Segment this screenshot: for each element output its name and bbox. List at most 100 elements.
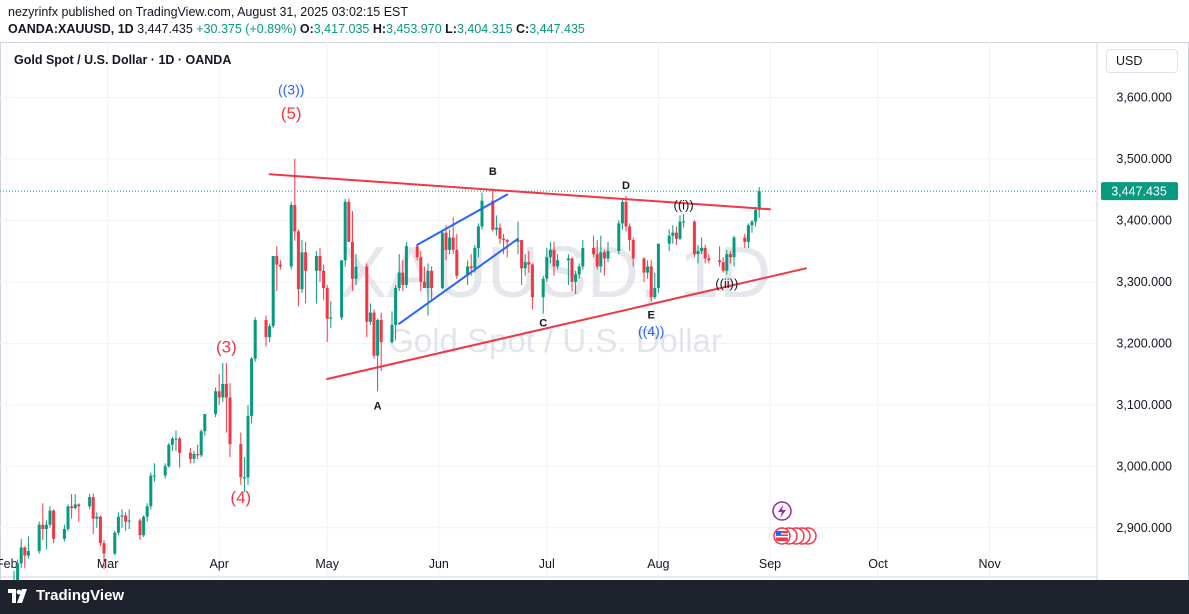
candle [728, 251, 732, 264]
candle [523, 254, 527, 276]
candle [541, 275, 545, 314]
candle [422, 266, 426, 288]
candle [340, 260, 344, 320]
candle [242, 457, 246, 493]
chart-legend-title[interactable]: Gold Spot / U.S. Dollar · 1D · OANDA [14, 53, 232, 67]
candle [552, 241, 556, 276]
trendline-upper-triangle[interactable] [268, 173, 771, 211]
time-axis[interactable]: Feb Mar Apr May Jun Jul Aug Sep Oct Nov [0, 557, 1001, 571]
candle [379, 312, 383, 371]
candle [656, 243, 660, 293]
us-flag-event-icons[interactable] [773, 527, 817, 545]
candle [62, 524, 66, 542]
candle [696, 244, 700, 264]
candle [404, 241, 408, 288]
candle [721, 257, 725, 273]
low-label: L: [445, 22, 457, 36]
time-tick-label: Aug [647, 557, 669, 571]
event-icons[interactable] [772, 501, 817, 545]
candle [343, 198, 347, 267]
price-tick-label: 3,300.000 [1116, 275, 1172, 289]
tradingview-logo-icon [8, 588, 27, 603]
wave-label: (5) [281, 104, 302, 123]
candle [754, 206, 758, 227]
candle [347, 198, 351, 242]
candle [700, 237, 704, 255]
candle [476, 223, 480, 258]
candle [505, 238, 509, 258]
candle [498, 223, 502, 244]
wave-label: C [539, 318, 547, 330]
trendline-channel-lower[interactable] [398, 237, 519, 325]
time-tick-label: Apr [209, 557, 228, 571]
candle [167, 442, 171, 468]
candle [192, 450, 196, 464]
candle [304, 241, 308, 304]
candle [491, 188, 495, 232]
trendline-lower-triangle[interactable] [326, 267, 807, 380]
candle [653, 272, 657, 300]
candle [275, 246, 279, 292]
price-chart[interactable]: XAUUSD, 1D Gold Spot / U.S. Dollar 2,900… [0, 42, 1189, 582]
candle [293, 158, 297, 241]
wave-label: ((i)) [673, 197, 693, 212]
candle [350, 211, 354, 292]
candle [394, 284, 398, 341]
time-tick-label: Jun [429, 557, 449, 571]
price-tick-label: 3,400.000 [1116, 213, 1172, 227]
watermark-symbol: XAUUSD, 1D [339, 233, 771, 313]
trendline-channel-upper[interactable] [416, 193, 509, 246]
candle [221, 363, 225, 402]
time-tick-label: Sep [759, 557, 781, 571]
candle [401, 260, 405, 292]
price-tag: 3,447.435 [1101, 182, 1178, 201]
price-axis[interactable]: 2,900.000 3,000.000 3,100.000 3,200.000 3,30… [1116, 90, 1172, 534]
candle [246, 404, 250, 485]
candle [430, 266, 434, 301]
tradingview-logo[interactable]: TradingView [8, 587, 124, 604]
currency-button[interactable]: USD [1106, 49, 1178, 73]
candle [757, 187, 761, 218]
candle [494, 215, 498, 236]
candle [530, 263, 534, 310]
candle [455, 233, 459, 279]
candle [451, 217, 455, 255]
candle [228, 383, 232, 458]
candle [566, 254, 570, 285]
candle [102, 540, 106, 570]
candle [365, 263, 369, 338]
drawn-trendlines[interactable] [268, 173, 807, 380]
candle [444, 225, 448, 261]
price-tick-label: 3,500.000 [1116, 152, 1172, 166]
candle [502, 233, 506, 255]
candle [250, 356, 254, 424]
candle [606, 241, 610, 263]
candle [73, 493, 77, 510]
candle [397, 254, 401, 292]
symbol-label: OANDA:XAUUSD, 1D [8, 22, 134, 36]
candle [314, 251, 318, 304]
high-value: 3,453.970 [386, 22, 442, 36]
candle [178, 436, 182, 468]
candle [174, 430, 178, 451]
close-label: C: [516, 22, 530, 36]
candle [390, 311, 394, 344]
time-tick-label: Oct [868, 557, 888, 571]
candle [66, 504, 70, 531]
candle [646, 260, 650, 279]
candle [91, 493, 95, 534]
candle [624, 195, 628, 232]
price-tick-label: 3,100.000 [1116, 398, 1172, 412]
candle [415, 244, 419, 261]
publish-line: nezyrinfx published on TradingView.com, … [8, 5, 409, 19]
candle [264, 315, 268, 347]
candle [26, 536, 30, 559]
candle [253, 317, 257, 362]
candle [725, 249, 729, 275]
candle [617, 220, 621, 255]
candle [196, 444, 200, 459]
watermark: XAUUSD, 1D Gold Spot / U.S. Dollar [339, 233, 771, 359]
candle [278, 260, 282, 270]
candle [188, 447, 192, 464]
candle [95, 512, 99, 528]
